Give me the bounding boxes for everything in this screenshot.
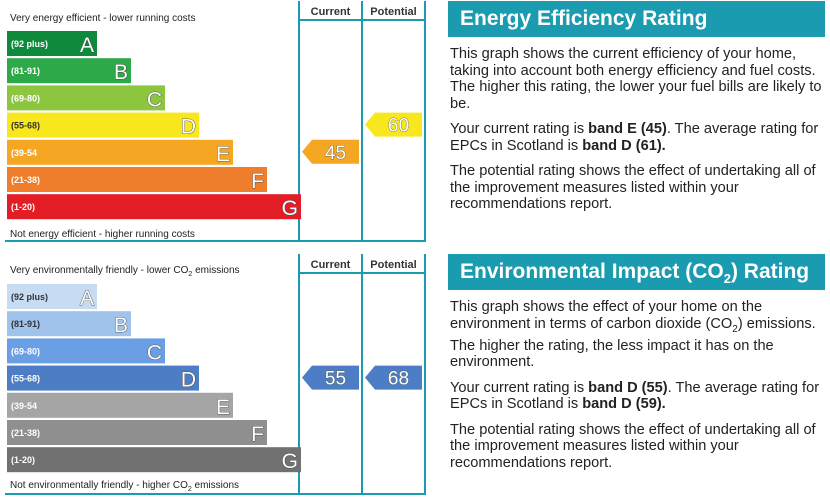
current-rating-value: 45 [325, 143, 346, 164]
band-range-g: (1-20) [11, 455, 35, 465]
energy-current-rating-text: Your current rating is band E (45). The … [450, 121, 819, 154]
current-rating-arrow [302, 365, 359, 390]
band-bar-f [7, 420, 267, 445]
env-description: This graph shows the effect of your home… [450, 299, 816, 371]
band-letter-f: F [251, 423, 264, 446]
top-label: Very environmentally friendly - lower CO… [10, 265, 240, 278]
current-rating-arrow [302, 139, 359, 164]
band-range-a: (92 plus) [11, 292, 48, 302]
energy-rating-panel: Energy Efficiency Rating This graph show… [448, 1, 825, 213]
band-bar-c [7, 338, 165, 364]
band-bar-e [7, 392, 233, 418]
band-letter-a: A [80, 34, 94, 57]
band-range-c: (69-80) [11, 93, 40, 103]
band-range-f: (21-38) [11, 428, 40, 438]
env-current-rating-text: Your current rating is band D (55). The … [450, 379, 820, 413]
env-markers: 55 68 [302, 365, 422, 390]
energy-markers: 45 60 [302, 112, 422, 164]
env-bands: (92 plus) A (81-91) B (69-80) C (55-68) D (39-54… [7, 284, 301, 474]
band-range-a: (92 plus) [11, 39, 48, 49]
band-letter-c: C [147, 88, 162, 111]
band-bar-b [7, 58, 131, 84]
band-bar-e [7, 139, 233, 165]
band-range-b: (81-91) [11, 319, 40, 329]
band-bar-g [7, 447, 301, 473]
bottom-label: Not energy efficient - higher running co… [10, 229, 195, 240]
band-letter-f: F [251, 170, 264, 193]
energy-description: This graph shows the current efficiency … [450, 46, 822, 112]
current-column-header: Current [311, 259, 351, 271]
band-bar-c [7, 85, 165, 111]
band-bar-a [7, 31, 97, 56]
band-range-b: (81-91) [11, 66, 40, 76]
band-letter-c: C [147, 341, 162, 364]
potential-column-header: Potential [370, 259, 416, 271]
current-column-header: Current [311, 6, 351, 18]
energy-bands: (92 plus) A (81-91) B (69-80) C (55-68) D (39-54… [7, 31, 301, 221]
energy-chart-svg: Current Potential Very energy efficient … [5, 1, 426, 242]
potential-column-header: Potential [370, 6, 416, 18]
band-bar-a [7, 284, 97, 309]
current-rating-value: 55 [325, 369, 346, 390]
band-letter-g: G [282, 197, 298, 220]
environment-rating-panel: Environmental Impact (CO2) Rating This g… [448, 254, 825, 471]
band-range-c: (69-80) [11, 346, 40, 356]
band-letter-e: E [216, 396, 230, 419]
band-bar-g [7, 194, 301, 220]
band-bar-b [7, 311, 131, 337]
environmental-impact-chart: Current Potential Very environmentally f… [5, 254, 426, 496]
band-bar-f [7, 167, 267, 192]
energy-efficiency-chart: Current Potential Very energy efficient … [5, 1, 426, 243]
potential-rating-value: 68 [388, 369, 409, 390]
bottom-label: Not environmentally friendly - higher CO… [10, 480, 239, 493]
band-letter-g: G [282, 450, 298, 473]
band-letter-e: E [216, 143, 230, 166]
potential-rating-arrow [365, 365, 422, 390]
band-range-f: (21-38) [11, 175, 40, 185]
band-bar-d [7, 112, 199, 138]
band-range-g: (1-20) [11, 202, 35, 212]
energy-panel-title: Energy Efficiency Rating [448, 1, 825, 37]
band-range-d: (55-68) [11, 374, 40, 384]
env-chart-svg: Current Potential Very environmentally f… [5, 254, 426, 495]
potential-rating-value: 60 [388, 116, 409, 137]
band-letter-a: A [80, 287, 94, 310]
band-letter-b: B [114, 314, 128, 337]
top-label: Very energy efficient - lower running co… [10, 13, 195, 24]
band-letter-b: B [114, 61, 128, 84]
env-potential-text: The potential rating shows the effect of… [450, 421, 816, 471]
band-letter-d: D [181, 116, 196, 139]
band-bar-d [7, 365, 199, 391]
band-range-e: (39-54 [11, 401, 37, 411]
potential-rating-arrow [365, 112, 422, 137]
env-panel-title: Environmental Impact (CO2) Rating [448, 254, 825, 290]
band-range-d: (55-68) [11, 121, 40, 131]
band-range-e: (39-54 [11, 148, 37, 158]
energy-potential-text: The potential rating shows the effect of… [450, 163, 816, 212]
band-letter-d: D [181, 369, 196, 392]
